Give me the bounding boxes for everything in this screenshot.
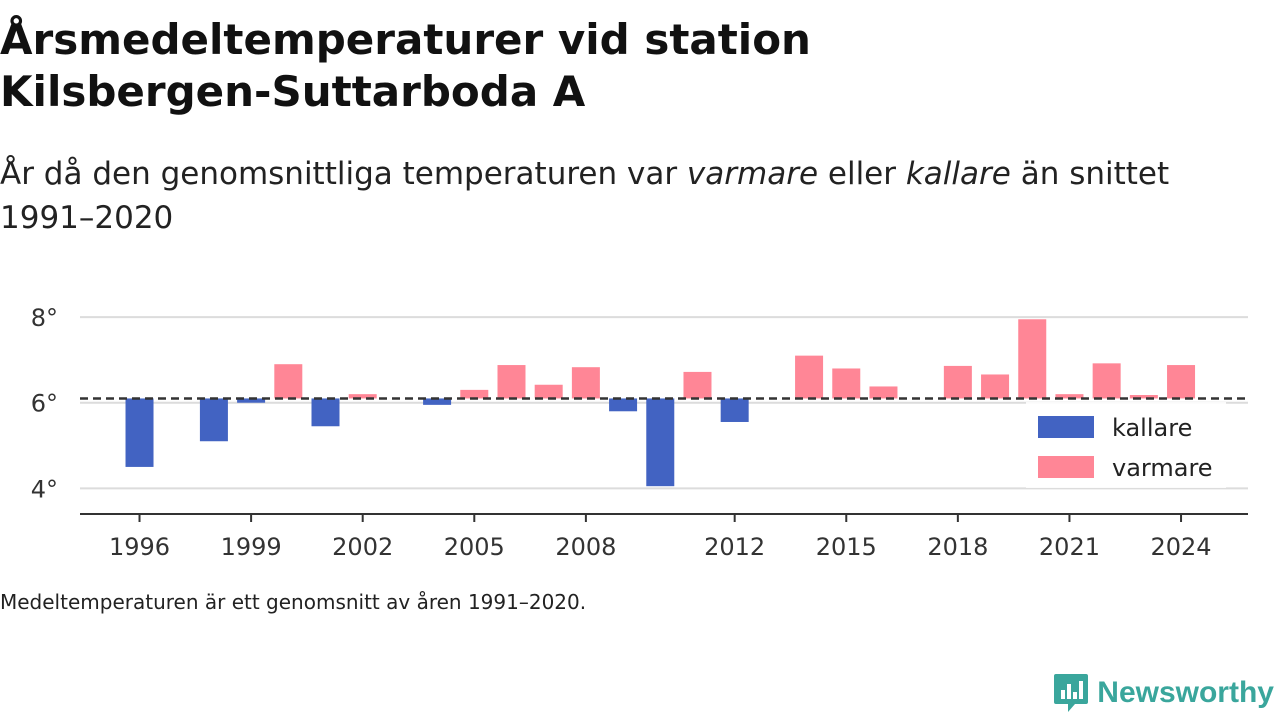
bar-varmare-2000	[274, 364, 303, 399]
bar-varmare-2022	[1092, 363, 1121, 399]
bar-varmare-2007	[534, 384, 563, 399]
bar-varmare-2002	[348, 394, 377, 399]
x-tick-label: 2018	[927, 533, 988, 561]
x-tick-label: 1999	[221, 533, 282, 561]
bar-kallare-1999	[237, 398, 266, 403]
newsworthy-logo-text: Newsworthy	[1097, 676, 1274, 709]
x-tick-label: 1996	[109, 533, 170, 561]
bar-varmare-2023	[1129, 395, 1158, 399]
bar-varmare-2005	[460, 389, 489, 399]
legend-label-varmare: varmare	[1112, 454, 1213, 482]
bar-varmare-2024	[1167, 365, 1196, 399]
chart-title: Årsmedeltemperaturer vid station Kilsber…	[0, 15, 811, 116]
bar-kallare-2010	[646, 398, 675, 487]
bar-chart: 4° 6° 8° 1996 1999 2002 2005 2008 2012 2015 2018 20…	[31, 304, 1248, 561]
x-tick-label: 2008	[555, 533, 616, 561]
x-tick-label: 2005	[444, 533, 505, 561]
subtitle-text-middle: eller	[818, 156, 906, 192]
subtitle-emphasis-warmer: varmare	[686, 156, 819, 192]
bar-varmare-2019	[981, 374, 1010, 399]
bar-kallare-2001	[311, 398, 340, 427]
subtitle-text-start: År då den genomsnittliga temperaturen va…	[0, 156, 687, 192]
footnote: Medeltemperaturen är ett genomsnitt av å…	[0, 590, 587, 614]
x-tick-label: 2024	[1151, 533, 1212, 561]
bar-varmare-2021	[1055, 394, 1084, 399]
legend-label-kallare: kallare	[1112, 414, 1192, 442]
bar-varmare-2016	[869, 386, 898, 399]
subtitle-text-end: än snittet 1991–2020	[0, 156, 1170, 236]
bar-varmare-2020	[1018, 319, 1047, 399]
legend: kallare varmare	[1026, 402, 1226, 488]
bar-varmare-2008	[571, 367, 600, 399]
newsworthy-logo-icon	[1054, 674, 1089, 712]
bar-varmare-2015	[832, 368, 861, 399]
newsworthy-logo: Newsworthy	[1053, 672, 1274, 714]
legend-swatch-kallare	[1038, 416, 1094, 438]
x-tick-label: 2002	[332, 533, 393, 561]
bar-varmare-2006	[497, 365, 526, 399]
chart-subtitle: År då den genomsnittliga temperaturen va…	[0, 152, 1240, 240]
x-tick-label: 2015	[816, 533, 877, 561]
bar-varmare-2018	[943, 365, 972, 399]
x-tick-label: 2012	[704, 533, 765, 561]
bar-kallare-2012	[720, 398, 749, 422]
bar-varmare-2014	[795, 355, 824, 399]
bar-kallare-2009	[609, 398, 638, 412]
bar-kallare-2004	[423, 398, 452, 405]
y-tick-label: 6°	[31, 390, 58, 418]
bar-varmare-2011	[683, 371, 712, 399]
legend-swatch-varmare	[1038, 456, 1094, 478]
y-tick-label: 8°	[31, 304, 58, 332]
x-tick-label: 2021	[1039, 533, 1100, 561]
subtitle-emphasis-colder: kallare	[905, 156, 1011, 192]
bar-kallare-1996	[125, 398, 154, 467]
y-tick-label: 4°	[31, 475, 58, 503]
bar-kallare-1998	[199, 398, 228, 442]
